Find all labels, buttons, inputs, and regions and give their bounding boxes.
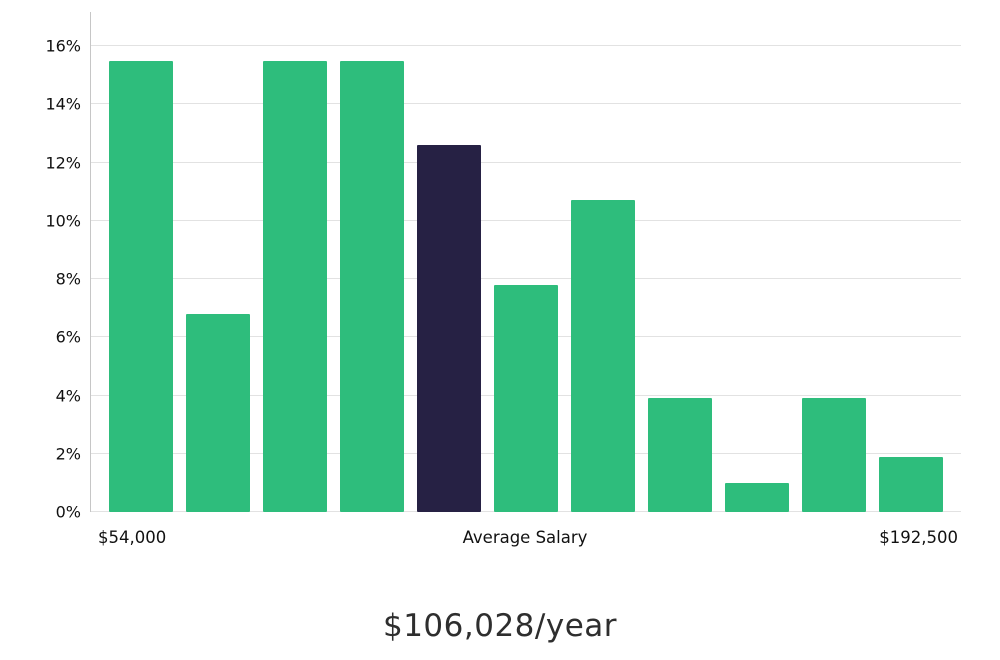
histogram-bar xyxy=(494,284,558,512)
y-axis-tick-8pct: 8% xyxy=(55,269,81,289)
x-axis-label-min-salary: $54,000 xyxy=(98,528,167,547)
y-axis-tick-4pct: 4% xyxy=(55,386,81,405)
histogram-bar xyxy=(648,398,712,512)
y-axis-tick-6pct: 6% xyxy=(55,327,81,347)
histogram-bar xyxy=(186,313,250,512)
y-axis-tick-10pct: 10% xyxy=(45,211,81,231)
y-axis-tick-14pct: 14% xyxy=(45,94,81,114)
histogram-bar xyxy=(263,60,327,512)
gridline-8pct xyxy=(91,278,961,279)
gridline-12pct xyxy=(91,161,961,163)
x-axis-labels: $54,000 Average Salary $192,500 xyxy=(90,528,960,556)
y-axis-tick-12pct: 12% xyxy=(45,153,81,172)
x-axis-label-max-salary: $192,500 xyxy=(879,528,958,547)
histogram-bar xyxy=(109,60,173,512)
gridline-16pct xyxy=(91,45,961,46)
histogram-bar xyxy=(802,398,866,512)
y-axis-tick-16pct: 16% xyxy=(45,36,81,56)
x-axis-label-average-salary: Average Salary xyxy=(462,528,588,547)
y-axis-tick-2pct: 2% xyxy=(55,444,81,464)
gridline-10pct xyxy=(91,219,961,221)
average-salary-value: $106,028/year xyxy=(382,608,618,644)
gridline-14pct xyxy=(91,103,961,105)
histogram-bar xyxy=(879,456,943,512)
histogram-bar xyxy=(571,200,635,512)
histogram-bar xyxy=(340,60,404,512)
y-axis-tick-0pct: 0% xyxy=(55,502,81,522)
histogram-bar-highlighted xyxy=(417,145,481,512)
plot-area: 0% 2% 4% 6% 8% 10% 12% 14% 16% xyxy=(45,12,961,522)
histogram-bar xyxy=(725,482,789,512)
